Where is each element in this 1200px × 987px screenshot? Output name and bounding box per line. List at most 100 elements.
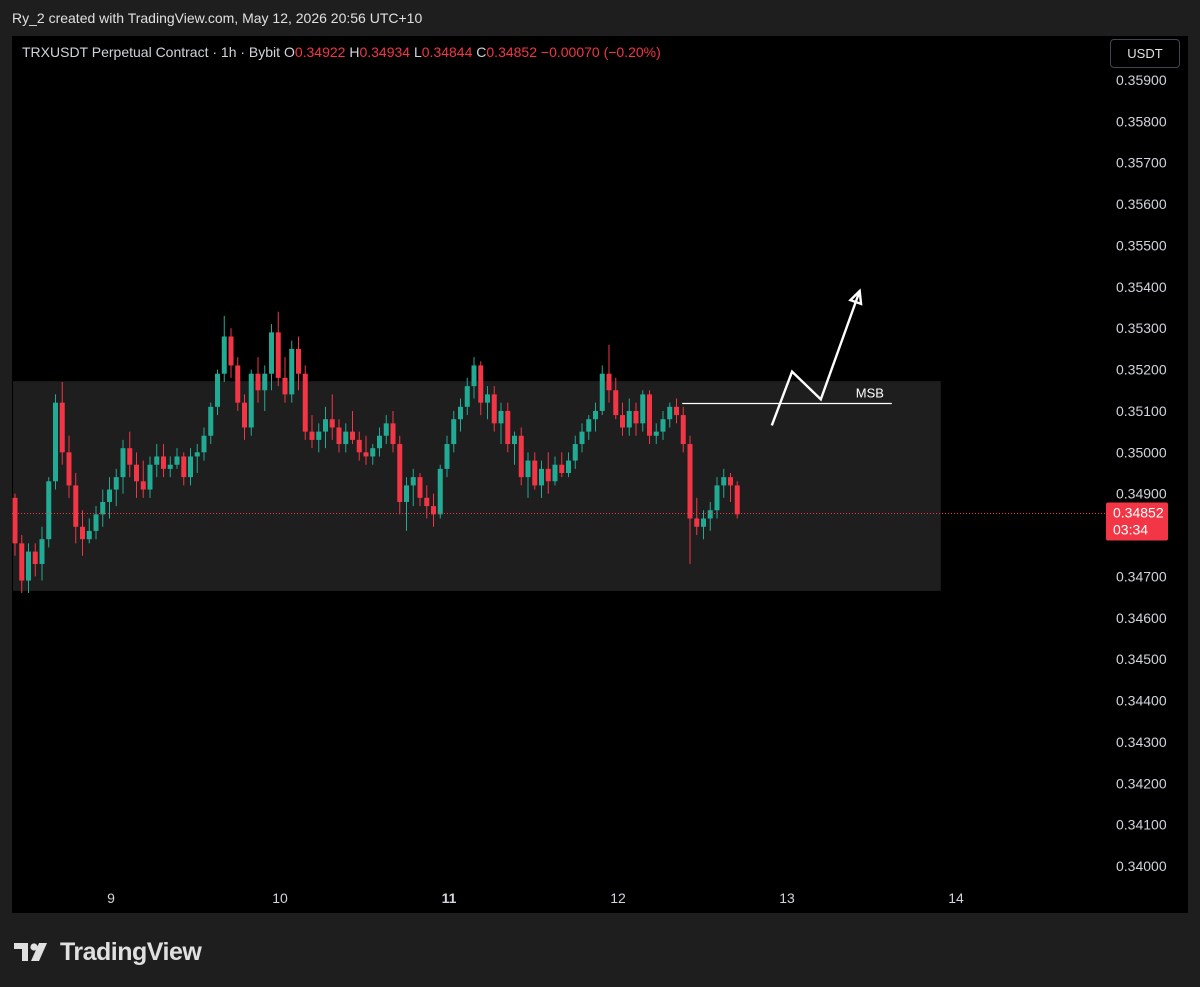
candle-body[interactable] <box>424 497 430 507</box>
candle-body[interactable] <box>248 373 254 428</box>
candle-body[interactable] <box>707 510 713 519</box>
candle-body[interactable] <box>734 485 740 515</box>
candle-body[interactable] <box>383 423 389 436</box>
candle-body[interactable] <box>154 456 160 465</box>
candle-body[interactable] <box>302 373 308 432</box>
candle-body[interactable] <box>80 526 85 540</box>
candle-body[interactable] <box>417 477 423 498</box>
candle-body[interactable] <box>626 410 632 428</box>
candle-body[interactable] <box>12 497 18 544</box>
candle-body[interactable] <box>100 501 106 515</box>
candle-body[interactable] <box>93 514 99 531</box>
candle-body[interactable] <box>491 394 497 424</box>
candle-body[interactable] <box>39 539 45 565</box>
candle-body[interactable] <box>32 551 38 565</box>
candle-body[interactable] <box>667 406 673 420</box>
candlestick-chart[interactable]: MSB 0.359000.358000.357000.356000.355000… <box>12 36 1188 913</box>
candle-body[interactable] <box>107 489 112 502</box>
candle-body[interactable] <box>161 456 166 469</box>
candle-body[interactable] <box>593 410 598 420</box>
candle-body[interactable] <box>390 423 396 445</box>
candle-body[interactable] <box>721 477 727 486</box>
candle-body[interactable] <box>275 332 281 378</box>
candle-body[interactable] <box>613 390 619 416</box>
candle-body[interactable] <box>289 348 295 395</box>
candle-body[interactable] <box>194 452 200 457</box>
candle-body[interactable] <box>674 406 679 416</box>
candle-body[interactable] <box>478 365 484 403</box>
candle-body[interactable] <box>552 464 558 482</box>
candle-body[interactable] <box>356 439 362 453</box>
candle-body[interactable] <box>174 456 180 465</box>
candle-body[interactable] <box>451 419 457 445</box>
candle-body[interactable] <box>566 460 571 473</box>
candle-body[interactable] <box>620 415 625 428</box>
candle-body[interactable] <box>120 448 126 478</box>
candle-body[interactable] <box>680 415 686 445</box>
candle-body[interactable] <box>586 419 592 432</box>
tradingview-logo[interactable]: TradingView <box>14 938 202 966</box>
candle-body[interactable] <box>545 468 551 482</box>
candle-body[interactable] <box>498 410 504 424</box>
symbol-title[interactable]: TRXUSDT Perpetual Contract · 1h · Bybit <box>22 44 281 60</box>
candle-body[interactable] <box>404 485 409 502</box>
candle-body[interactable] <box>228 336 234 366</box>
candle-body[interactable] <box>215 373 220 407</box>
candle-body[interactable] <box>728 477 733 486</box>
candle-body[interactable] <box>282 377 288 395</box>
candle-body[interactable] <box>485 394 490 403</box>
projection-arrow-path[interactable] <box>770 290 861 426</box>
candle-body[interactable] <box>694 518 700 527</box>
candle-body[interactable] <box>471 365 477 387</box>
candle-body[interactable] <box>633 410 639 424</box>
candle-body[interactable] <box>343 431 349 445</box>
candle-body[interactable] <box>714 485 720 511</box>
candle-body[interactable] <box>640 394 646 424</box>
candle-body[interactable] <box>309 431 315 440</box>
candle-body[interactable] <box>572 444 578 461</box>
candle-body[interactable] <box>255 373 261 391</box>
candle-body[interactable] <box>410 477 416 486</box>
candle-body[interactable] <box>647 394 652 436</box>
candle-body[interactable] <box>397 444 403 502</box>
candle-body[interactable] <box>377 435 382 449</box>
candle-body[interactable] <box>532 460 538 486</box>
candle-body[interactable] <box>188 456 193 478</box>
candle-body[interactable] <box>235 365 241 403</box>
candle-body[interactable] <box>140 481 146 490</box>
candle-body[interactable] <box>201 435 207 453</box>
candle-body[interactable] <box>323 419 328 432</box>
candle-body[interactable] <box>464 386 470 407</box>
candle-body[interactable] <box>518 435 524 478</box>
candle-body[interactable] <box>599 373 605 411</box>
candle-body[interactable] <box>687 444 693 519</box>
candle-body[interactable] <box>653 431 659 436</box>
candle-body[interactable] <box>370 448 376 457</box>
candle-body[interactable] <box>113 477 119 490</box>
candle-body[interactable] <box>316 431 322 440</box>
candle-body[interactable] <box>269 332 274 374</box>
candle-body[interactable] <box>350 431 355 440</box>
candle-body[interactable] <box>26 551 31 581</box>
candle-body[interactable] <box>181 456 187 478</box>
candle-body[interactable] <box>539 468 544 486</box>
candle-body[interactable] <box>167 464 173 469</box>
chart-pane[interactable]: MSB 0.35900 0.35800 0.35700 0.35600 0.35500 0… <box>12 36 1188 913</box>
candle-body[interactable] <box>559 464 565 473</box>
candle-body[interactable] <box>147 464 153 490</box>
currency-button[interactable]: USDT <box>1110 39 1180 68</box>
candle-body[interactable] <box>208 406 214 436</box>
candle-body[interactable] <box>336 427 342 445</box>
candle-body[interactable] <box>46 481 52 540</box>
candle-body[interactable] <box>437 468 443 515</box>
candle-body[interactable] <box>512 435 517 445</box>
range-zone[interactable] <box>12 381 941 591</box>
candle-body[interactable] <box>458 406 463 420</box>
candle-body[interactable] <box>444 444 450 469</box>
candle-body[interactable] <box>262 373 268 391</box>
candle-body[interactable] <box>86 530 92 540</box>
candle-body[interactable] <box>660 419 666 432</box>
candle-body[interactable] <box>579 431 585 445</box>
candle-body[interactable] <box>59 402 65 453</box>
candle-body[interactable] <box>134 464 139 482</box>
